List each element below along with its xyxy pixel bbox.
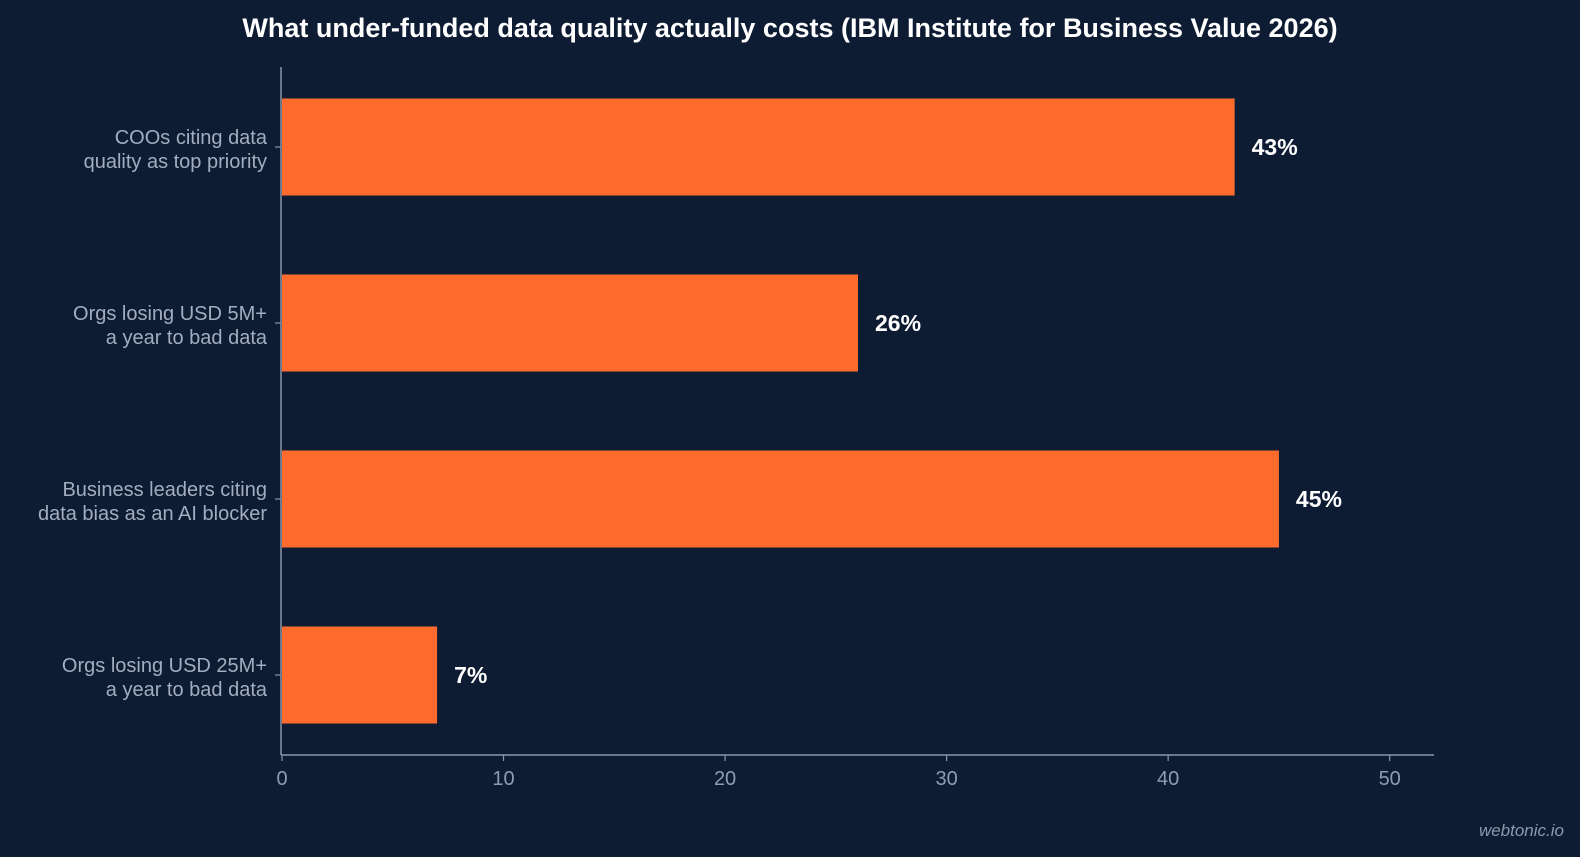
x-tick-label: 30	[935, 768, 957, 790]
x-tick-label: 10	[492, 768, 514, 790]
x-tick-label: 20	[714, 768, 736, 790]
category-label-line: quality as top priority	[84, 151, 267, 173]
bar	[282, 274, 858, 372]
category-label-line: Orgs losing USD 25M+	[62, 655, 267, 677]
category-label-line: data bias as an AI blocker	[38, 503, 267, 525]
bar-value-label: 26%	[875, 310, 921, 336]
category-label: Orgs losing USD 5M+ a year to bad data	[73, 303, 268, 349]
bar	[282, 450, 1279, 548]
category-label: COOs citing data quality as top priority	[84, 127, 268, 173]
category-label: Business leaders citing data bias as an A…	[38, 479, 267, 525]
x-tick-label: 50	[1379, 768, 1401, 790]
bar-value-label: 7%	[454, 662, 487, 688]
category-label-line: a year to bad data	[106, 327, 268, 349]
bar	[282, 98, 1235, 196]
category-label: Orgs losing USD 25M+ a year to bad data	[62, 655, 268, 701]
bar-value-label: 45%	[1296, 486, 1342, 512]
bar	[282, 626, 438, 724]
chart-title: What under-funded data quality actually …	[242, 13, 1338, 43]
x-tick-label: 40	[1157, 768, 1179, 790]
watermark: webtonic.io	[1478, 821, 1564, 840]
category-label-line: COOs citing data	[115, 127, 268, 149]
x-tick-label: 0	[276, 768, 287, 790]
category-label-line: Orgs losing USD 5M+	[73, 303, 267, 325]
category-label-line: a year to bad data	[106, 679, 268, 701]
bar-value-label: 43%	[1252, 134, 1298, 160]
category-label-line: Business leaders citing	[62, 479, 267, 501]
